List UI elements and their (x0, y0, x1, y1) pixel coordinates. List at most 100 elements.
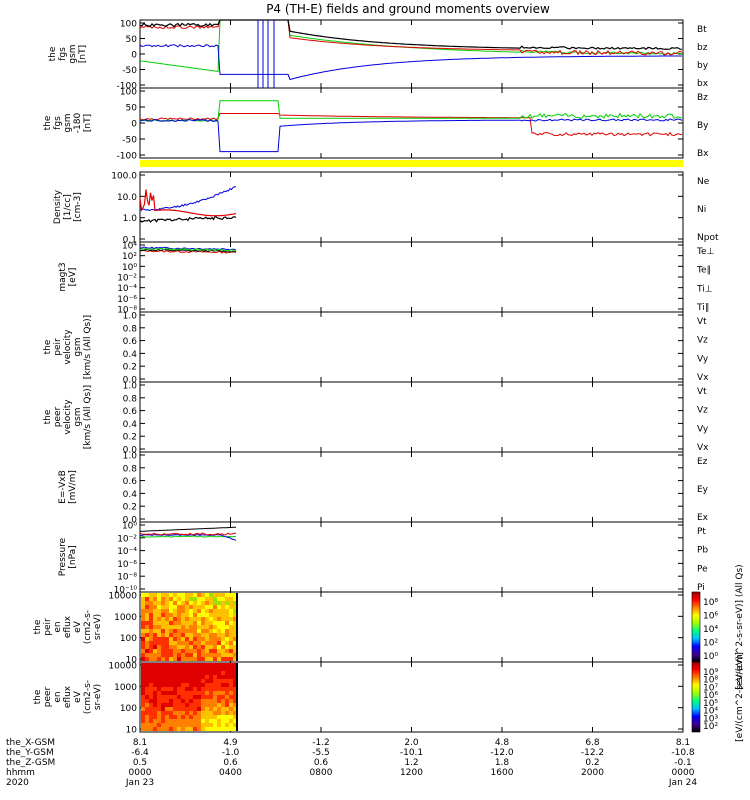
spectrogram-cell (197, 609, 201, 613)
x-row-label: the_X-GSM (6, 738, 55, 748)
spectrogram-cell (217, 617, 221, 621)
spectrogram-cell (169, 649, 173, 653)
spectrogram-cell (149, 695, 153, 699)
spectrogram-cell (181, 617, 185, 621)
spectrogram-cell (193, 671, 197, 675)
spectrogram-cell (205, 657, 209, 661)
spectrogram-cell (213, 723, 217, 727)
y-axis-label: [nT] (78, 45, 88, 63)
spectrogram-cell (181, 653, 185, 657)
spectrogram-cell (193, 617, 197, 621)
spectrogram-cell (173, 625, 177, 629)
spectrogram-cell (141, 679, 145, 683)
spectrogram-cell (221, 675, 225, 679)
y-axis-label: sr-eV) (93, 684, 103, 710)
legend-entry: Ex (697, 513, 709, 523)
y-axis-label: velocity (63, 329, 73, 365)
spectrogram-cell (161, 699, 165, 703)
legend-entry: Bz (697, 93, 708, 103)
spectrogram-cell (209, 637, 213, 641)
spectrogram-cell (177, 699, 181, 703)
spectrogram-cell (233, 715, 237, 719)
spectrogram-cell (145, 703, 149, 707)
spectrogram-cell (149, 657, 153, 661)
spectrogram-cell (209, 711, 213, 715)
spectrogram-cell (221, 633, 225, 637)
spectrogram-cell (157, 637, 161, 641)
colorbar-tick-label: 10⁷ (703, 683, 718, 693)
y-tick-label: 0.2 (123, 503, 137, 513)
spectrogram-cell (181, 695, 185, 699)
spectrogram-cell (209, 641, 213, 645)
spectrogram-cell (153, 601, 157, 605)
spectrogram-cell (233, 667, 237, 671)
legend-entry: Vt (697, 317, 707, 327)
x-tick-label: 1.8 (495, 758, 510, 768)
spectrogram-cell (161, 633, 165, 637)
y-axis-label: en (53, 621, 63, 632)
spectrogram-cell (173, 593, 177, 597)
series-Npot (139, 186, 236, 212)
spectrogram-cell (185, 727, 189, 731)
spectrogram-cell (189, 683, 193, 687)
legend-entry: By (697, 121, 709, 131)
y-axis-label: the (33, 689, 43, 704)
x-tick-label: 0000 (129, 768, 152, 778)
spectrogram-cell (141, 629, 145, 633)
spectrogram-cell (165, 679, 169, 683)
y-tick-label: 10⁴ (122, 242, 137, 252)
spectrogram-cell (233, 601, 237, 605)
legend-entry: Vt (697, 387, 707, 397)
spectrogram-cell (209, 633, 213, 637)
spectrogram-cell (201, 649, 205, 653)
spectrogram-cell (173, 645, 177, 649)
spectrogram-cell (197, 711, 201, 715)
y-tick-label: 0.6 (123, 477, 138, 487)
spectrogram-cell (221, 653, 225, 657)
spectrogram-cell (193, 613, 197, 617)
spectrogram-cell (169, 675, 173, 679)
spectrogram-cell (169, 597, 173, 601)
spectrogram-cell (189, 637, 193, 641)
spectrogram-cell (197, 707, 201, 711)
spectrogram-cell (217, 637, 221, 641)
spectrogram-cell (165, 683, 169, 687)
spectrogram-cell (177, 723, 181, 727)
spectrogram-cell (145, 711, 149, 715)
y-axis-label: en (53, 691, 63, 702)
spectrogram-cell (225, 629, 229, 633)
spectrogram-cell (201, 667, 205, 671)
spectrogram-cell (161, 601, 165, 605)
spectrogram-cell (233, 695, 237, 699)
spectrogram-cell (141, 683, 145, 687)
y-tick-label: 10⁻⁶ (117, 295, 137, 305)
spectrogram-cell (213, 597, 217, 601)
spectrogram-cell (213, 633, 217, 637)
spectrogram-cell (209, 649, 213, 653)
spectrogram-cell (149, 719, 153, 723)
spectrogram-cell (169, 629, 173, 633)
spectrogram-cell (181, 703, 185, 707)
spectrogram-cell (161, 609, 165, 613)
spectrogram-cell (213, 609, 217, 613)
spectrogram-cell (197, 613, 201, 617)
spectrogram-cell (189, 617, 193, 621)
spectrogram-cell (197, 667, 201, 671)
spectrogram-cell (221, 715, 225, 719)
spectrogram-cell (169, 691, 173, 695)
y-axis-label: [mV/m] (68, 470, 78, 504)
spectrogram-cell (221, 663, 225, 667)
spectrogram-cell (145, 649, 149, 653)
spectrogram-cell (173, 653, 177, 657)
spectrogram-cell (157, 719, 161, 723)
spectrogram-cell (161, 679, 165, 683)
spectrogram-cell (141, 715, 145, 719)
spectrogram-cell (177, 649, 181, 653)
spectrogram-cell (205, 633, 209, 637)
spectrogram-cell (141, 641, 145, 645)
panel-frame (139, 521, 684, 593)
spectrogram-cell (165, 707, 169, 711)
spectrogram-cell (185, 667, 189, 671)
spectrogram-cell (141, 723, 145, 727)
legend-entry: Bt (697, 25, 707, 35)
